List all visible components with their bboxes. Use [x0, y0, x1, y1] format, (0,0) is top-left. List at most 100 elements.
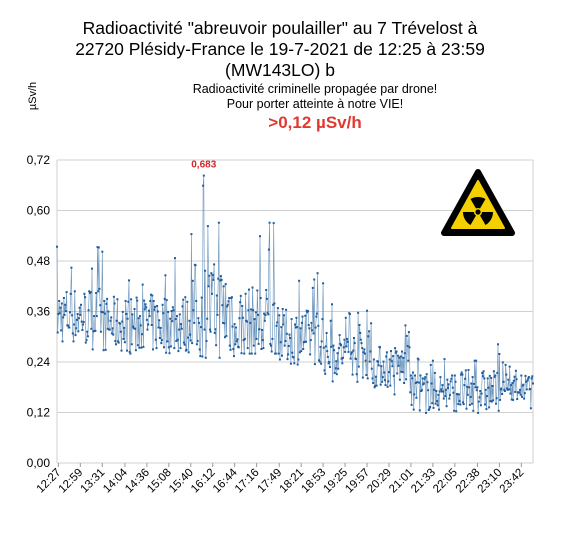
- data-point: [369, 350, 372, 353]
- data-point: [340, 344, 342, 347]
- data-point: [105, 302, 108, 305]
- data-point: [305, 309, 308, 312]
- data-point: [333, 349, 336, 352]
- data-point: [73, 323, 76, 326]
- data-point: [182, 298, 185, 301]
- data-point: [254, 352, 257, 355]
- data-point: [459, 403, 462, 406]
- data-point: [65, 291, 68, 294]
- data-point: [206, 317, 209, 320]
- y-tick-labels: 0,00 0,12 0,24 0,36 0,48 0,60 0,72: [27, 153, 51, 470]
- data-point: [361, 376, 364, 379]
- x-tick-label: 15:40: [167, 467, 196, 496]
- data-point: [525, 388, 528, 391]
- data-point: [438, 408, 440, 411]
- data-point: [282, 323, 285, 326]
- data-point: [426, 381, 429, 384]
- data-point: [90, 327, 93, 330]
- data-point: [409, 391, 412, 394]
- data-point: [515, 378, 518, 381]
- data-point: [326, 355, 329, 358]
- data-point: [383, 371, 386, 374]
- data-point: [259, 235, 261, 238]
- data-point: [210, 272, 213, 275]
- data-point: [125, 313, 128, 315]
- data-point: [461, 373, 464, 376]
- data-point: [292, 356, 295, 359]
- data-point: [163, 297, 166, 300]
- peak-annotation: 0,683: [191, 160, 216, 171]
- data-point: [490, 400, 493, 403]
- data-point: [289, 337, 292, 339]
- data-point: [235, 340, 238, 343]
- data-point: [122, 337, 125, 340]
- data-point: [495, 402, 497, 405]
- data-point: [431, 402, 434, 405]
- data-point: [385, 355, 388, 358]
- data-point: [134, 327, 137, 330]
- data-point: [349, 357, 352, 360]
- data-point: [81, 329, 84, 331]
- data-point: [463, 384, 466, 387]
- x-tick-label: 14:36: [123, 467, 152, 496]
- x-tick-label: 17:49: [256, 467, 285, 496]
- data-point: [450, 377, 453, 380]
- trefoil-blade: [463, 212, 476, 225]
- data-point: [200, 296, 203, 299]
- data-point: [129, 352, 132, 355]
- data-point: [516, 398, 519, 400]
- data-point: [347, 350, 350, 353]
- data-point: [72, 340, 75, 343]
- data-point: [342, 356, 344, 359]
- data-point: [390, 360, 393, 363]
- data-point: [108, 328, 111, 331]
- data-point: [278, 358, 281, 361]
- data-point: [161, 303, 164, 306]
- data-point: [326, 350, 329, 353]
- data-point: [156, 310, 159, 313]
- data-point: [418, 381, 421, 384]
- data-point: [311, 286, 314, 289]
- data-point: [512, 398, 515, 401]
- data-point: [497, 343, 499, 346]
- data-point: [270, 350, 273, 353]
- data-point: [263, 312, 266, 315]
- data-point: [220, 278, 223, 281]
- data-point: [471, 376, 474, 379]
- data-point: [503, 390, 506, 392]
- data-point: [224, 283, 227, 286]
- data-point: [298, 351, 301, 354]
- data-point: [329, 366, 331, 368]
- data-point: [158, 319, 161, 322]
- data-point: [243, 352, 246, 355]
- data-point: [182, 341, 185, 344]
- data-point: [372, 358, 375, 361]
- data-point: [436, 404, 439, 407]
- data-point: [208, 274, 211, 277]
- data-point: [488, 406, 491, 409]
- data-point: [135, 296, 138, 299]
- data-point: [95, 292, 98, 294]
- data-point: [498, 353, 501, 355]
- data-point: [384, 384, 387, 387]
- data-point: [314, 326, 317, 329]
- data-point: [86, 330, 89, 333]
- data-point: [499, 398, 502, 401]
- data-point: [449, 394, 451, 397]
- data-point: [290, 318, 293, 321]
- data-point: [523, 392, 526, 395]
- data-point: [211, 292, 213, 295]
- data-point: [106, 297, 109, 300]
- data-point: [446, 378, 449, 381]
- data-point: [381, 380, 384, 383]
- data-point: [261, 329, 264, 331]
- data-point: [109, 319, 112, 322]
- data-point: [152, 300, 155, 302]
- data-point: [85, 339, 88, 342]
- data-point: [134, 349, 137, 352]
- data-point: [165, 351, 168, 354]
- data-point: [501, 361, 504, 364]
- data-point: [364, 352, 366, 355]
- data-point: [444, 388, 447, 391]
- data-point: [191, 342, 194, 345]
